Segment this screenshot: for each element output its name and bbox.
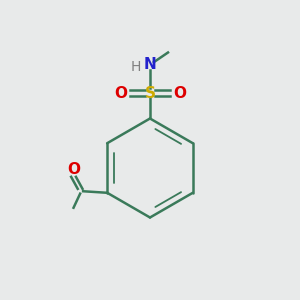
Text: O: O [67,162,80,177]
Text: O: O [114,85,127,100]
Text: N: N [144,57,156,72]
Text: O: O [173,85,186,100]
Text: S: S [145,85,155,100]
Text: H: H [130,60,141,74]
